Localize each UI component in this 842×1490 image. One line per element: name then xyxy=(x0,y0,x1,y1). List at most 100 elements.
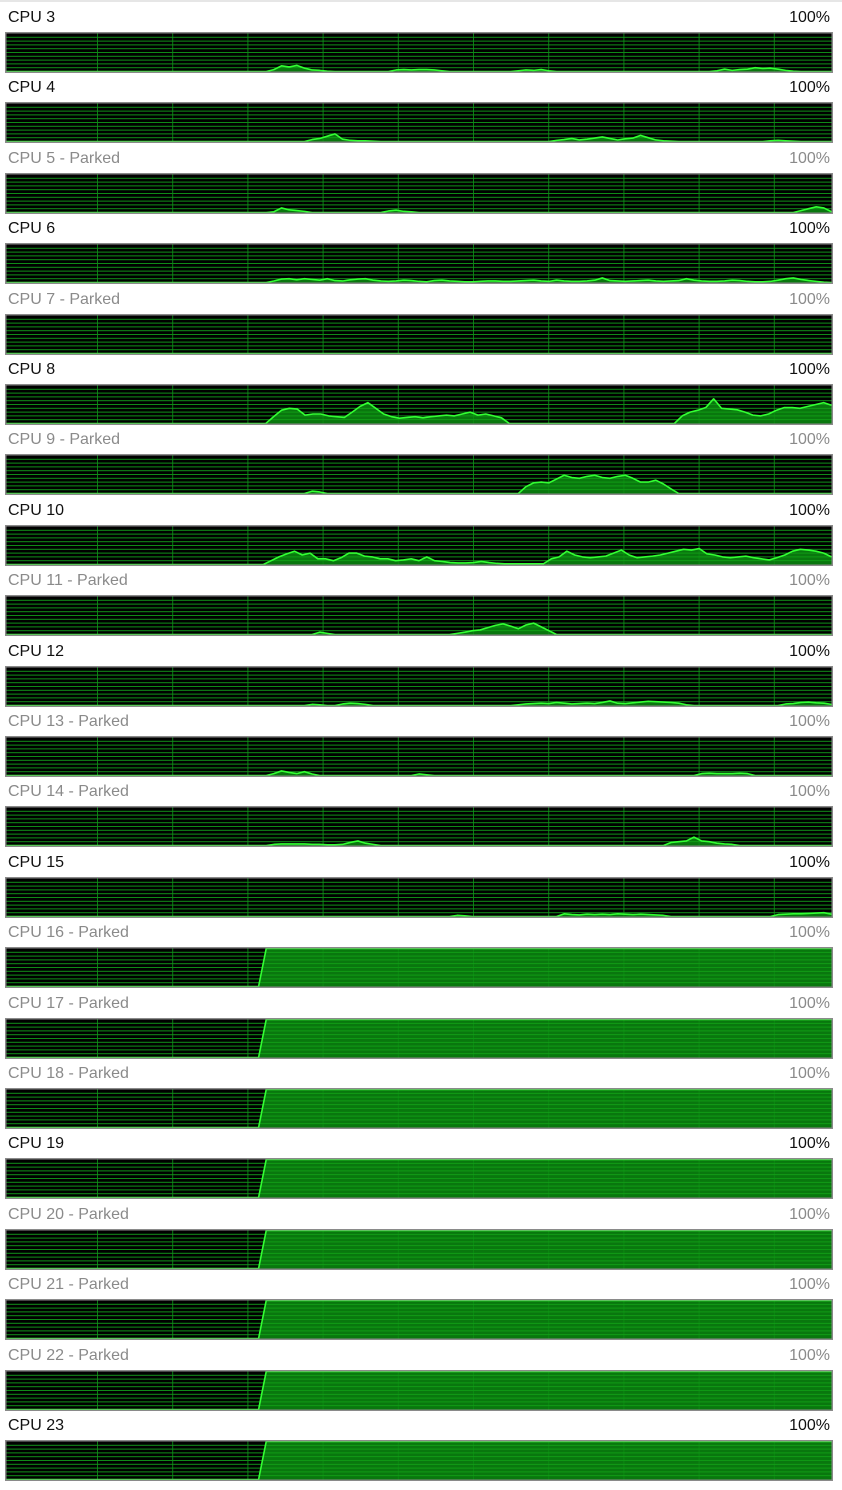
cpu-name-label: CPU 18 - Parked xyxy=(8,1065,129,1082)
graph-border xyxy=(5,243,833,285)
graph-usage-area xyxy=(6,1089,832,1128)
cpu-header: CPU 21 - Parked 100% xyxy=(8,1274,830,1296)
graph-border xyxy=(5,1017,833,1059)
graph-border xyxy=(5,947,833,989)
cpu-header: CPU 17 - Parked 100% xyxy=(8,993,830,1015)
graph-border xyxy=(5,1369,833,1411)
cpu-header: CPU 15 100% xyxy=(8,852,830,874)
graph-border xyxy=(5,806,833,848)
cpu-header: CPU 7 - Parked 100% xyxy=(8,289,830,311)
cpu-usage-graph xyxy=(5,313,833,355)
graph-usage-area xyxy=(6,948,832,987)
cpu-usage-graph xyxy=(5,1017,833,1059)
graph-usage-area xyxy=(6,1300,832,1339)
cpu-header: CPU 22 - Parked 100% xyxy=(8,1345,830,1367)
graph-border xyxy=(5,665,833,707)
cpu-row: CPU 5 - Parked 100% xyxy=(0,142,842,214)
graph-border xyxy=(5,1440,833,1481)
cpu-usage-graph xyxy=(5,454,833,496)
cpu-usage-graph xyxy=(5,1299,833,1341)
cpu-header: CPU 23 100% xyxy=(8,1415,830,1437)
cpu-name-label: CPU 8 xyxy=(8,361,56,378)
cpu-header: CPU 9 - Parked 100% xyxy=(8,429,830,451)
cpu-max-label: 100% xyxy=(789,431,830,449)
cpu-name-label: CPU 6 xyxy=(8,220,56,238)
cpu-usage-graph xyxy=(5,32,833,73)
cpu-max-label: 100% xyxy=(789,1276,830,1294)
cpu-name-label: CPU 19 xyxy=(8,1135,65,1153)
cpu-row: CPU 15 100% xyxy=(0,846,842,918)
cpu-name-label: CPU 3 xyxy=(8,9,56,26)
cpu-name-label: CPU 22 - Parked xyxy=(8,1346,129,1364)
cpu-max-label: 100% xyxy=(789,361,830,378)
cpu-row: CPU 6 100% xyxy=(0,212,842,285)
cpu-max-label: 100% xyxy=(789,713,830,730)
top-rule xyxy=(0,0,842,2)
graph-border xyxy=(5,1228,833,1270)
cpu-max-label: 100% xyxy=(789,1135,830,1153)
cpu-header: CPU 16 - Parked 100% xyxy=(8,922,830,944)
cpu-max-label: 100% xyxy=(789,1346,830,1364)
cpu-row: CPU 3 100% xyxy=(0,1,842,73)
cpu-header: CPU 4 100% xyxy=(8,77,830,99)
cpu-row: CPU 16 - Parked 100% xyxy=(0,916,842,989)
cpu-max-label: 100% xyxy=(789,9,830,26)
graph-usage-area xyxy=(6,912,832,917)
graph-border xyxy=(5,1088,833,1129)
graph-border xyxy=(5,102,833,144)
cpu-header: CPU 20 - Parked 100% xyxy=(8,1204,830,1226)
cpu-usage-graph xyxy=(5,736,833,777)
graph-usage-area xyxy=(6,548,832,565)
graph-border xyxy=(5,876,833,918)
graph-usage-area xyxy=(6,398,832,424)
graph-border xyxy=(5,524,833,566)
cpu-row: CPU 19 100% xyxy=(0,1127,842,1200)
cpu-name-label: CPU 15 xyxy=(8,853,65,871)
cpu-usage-graph xyxy=(5,172,833,214)
cpu-usage-graph xyxy=(5,102,833,144)
graph-border xyxy=(5,313,833,355)
cpu-usage-graph xyxy=(5,806,833,848)
cpu-header: CPU 8 100% xyxy=(8,359,830,381)
cpu-usage-graph xyxy=(5,665,833,707)
graph-border xyxy=(5,384,833,425)
cpu-max-label: 100% xyxy=(789,1417,830,1434)
graph-border xyxy=(5,736,833,777)
cpu-name-label: CPU 11 - Parked xyxy=(8,572,128,590)
cpu-row: CPU 9 - Parked 100% xyxy=(0,423,842,496)
graph-usage-area xyxy=(6,1230,832,1269)
cpu-row: CPU 12 100% xyxy=(0,635,842,707)
cpu-usage-graph xyxy=(5,947,833,989)
graph-usage-area xyxy=(6,1371,832,1410)
cpu-name-label: CPU 16 - Parked xyxy=(8,924,129,942)
cpu-row: CPU 14 - Parked 100% xyxy=(0,775,842,848)
cpu-name-label: CPU 7 - Parked xyxy=(8,290,121,308)
cpu-max-label: 100% xyxy=(789,783,830,801)
cpu-usage-graph xyxy=(5,1440,833,1481)
cpu-name-label: CPU 9 - Parked xyxy=(8,431,121,449)
cpu-header: CPU 13 - Parked 100% xyxy=(8,711,830,733)
cpu-name-label: CPU 4 xyxy=(8,79,56,97)
cpu-usage-graph xyxy=(5,1158,833,1200)
graph-border xyxy=(5,172,833,214)
graph-border xyxy=(5,454,833,496)
cpu-row: CPU 21 - Parked 100% xyxy=(0,1268,842,1341)
cpu-usage-graph xyxy=(5,243,833,285)
cpu-max-label: 100% xyxy=(789,994,830,1012)
cpu-max-label: 100% xyxy=(789,1205,830,1223)
cpu-usage-graph xyxy=(5,595,833,637)
cpu-header: CPU 3 100% xyxy=(8,7,830,29)
cpu-name-label: CPU 17 - Parked xyxy=(8,994,129,1012)
graph-usage-area xyxy=(6,1441,832,1480)
cpu-name-label: CPU 10 xyxy=(8,501,65,519)
cpu-header: CPU 19 100% xyxy=(8,1133,830,1155)
cpu-header: CPU 5 - Parked 100% xyxy=(8,148,830,170)
cpu-name-label: CPU 5 - Parked xyxy=(8,149,121,167)
graph-border xyxy=(5,1158,833,1200)
cpu-header: CPU 6 100% xyxy=(8,218,830,240)
cpu-max-label: 100% xyxy=(789,924,830,942)
cpu-usage-graph xyxy=(5,876,833,918)
cpu-max-label: 100% xyxy=(789,79,830,97)
cpu-row: CPU 18 - Parked 100% xyxy=(0,1057,842,1129)
cpu-name-label: CPU 23 xyxy=(8,1417,65,1434)
